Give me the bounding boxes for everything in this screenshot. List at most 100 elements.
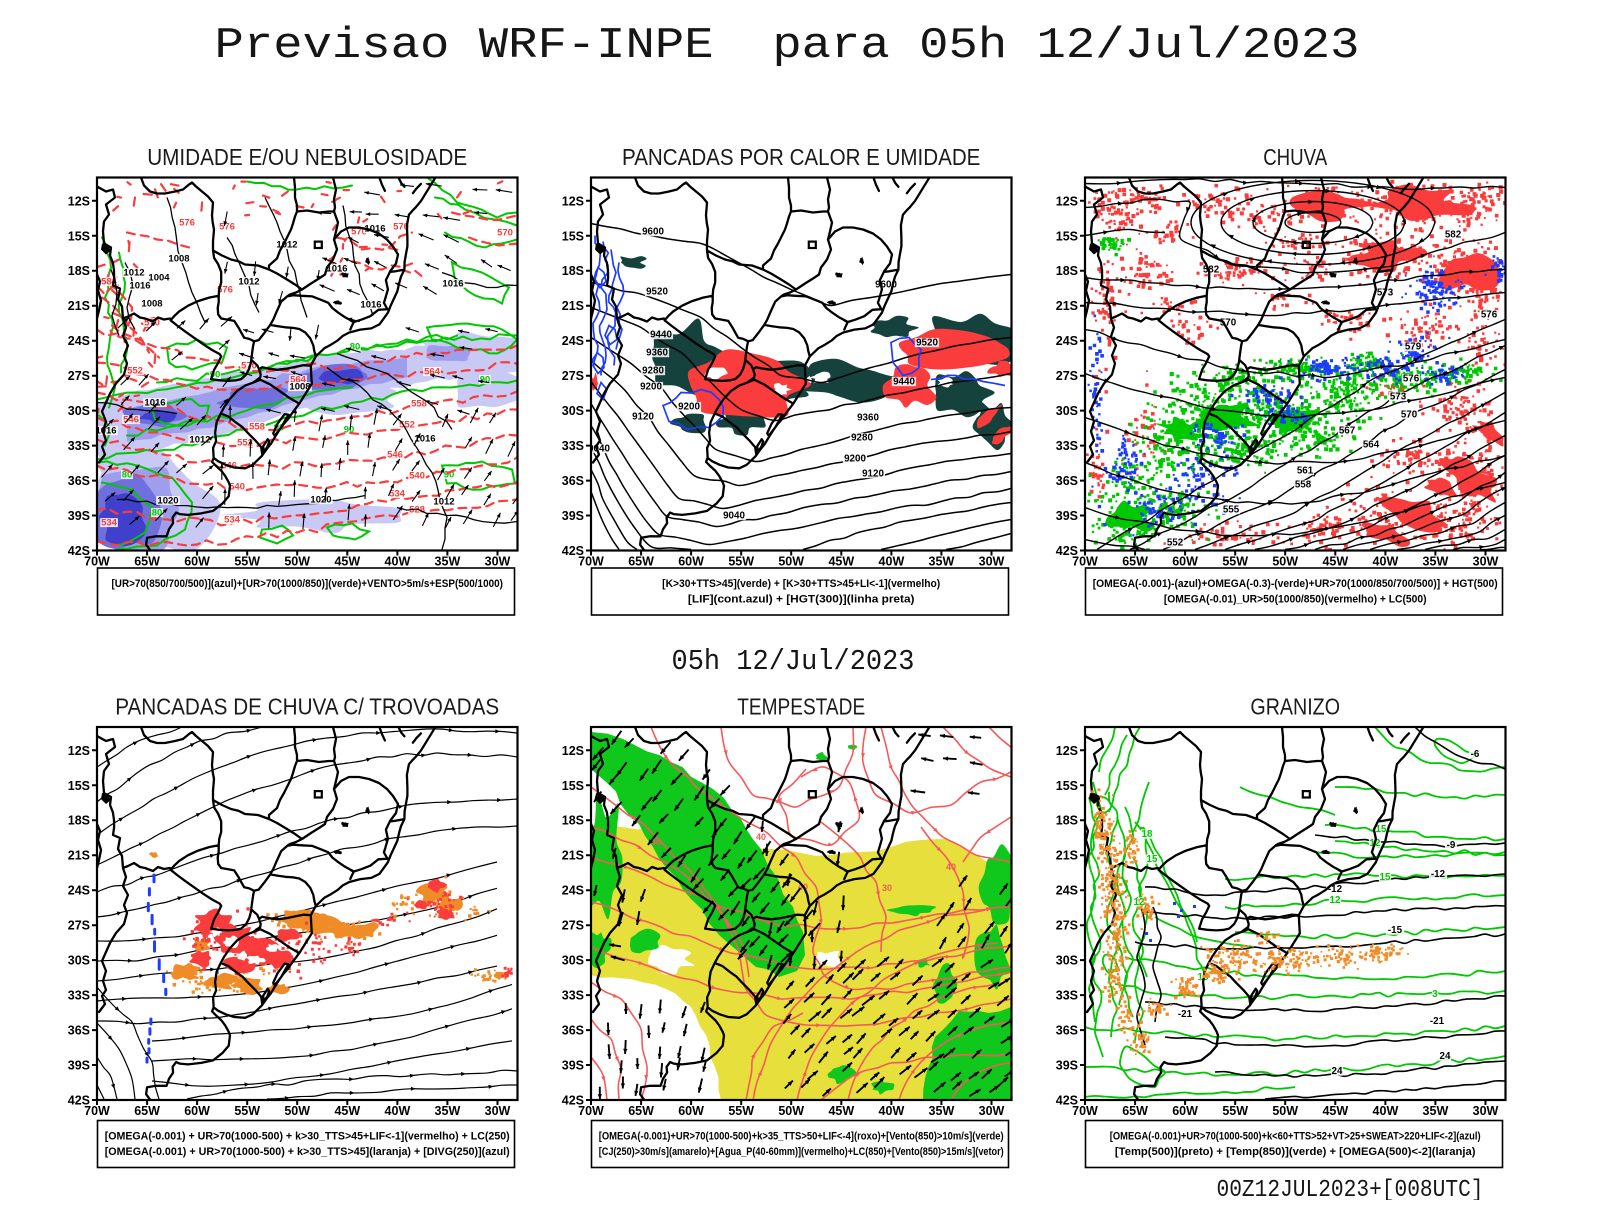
svg-text:TEMPESTADE: TEMPESTADE: [737, 694, 865, 720]
svg-text:567: 567: [1339, 426, 1356, 437]
svg-text:65W: 65W: [1122, 1104, 1148, 1118]
svg-text:36S: 36S: [68, 474, 90, 488]
svg-text:579: 579: [1405, 342, 1422, 353]
svg-text:9600: 9600: [642, 227, 664, 238]
svg-text:36S: 36S: [1056, 1024, 1078, 1038]
svg-text:[UR>70(850/700/500)](azul)+[UR: [UR>70(850/700/500)](azul)+[UR>70(1000/8…: [112, 578, 504, 590]
svg-text:UMIDADE E/OU NEBULOSIDADE: UMIDADE E/OU NEBULOSIDADE: [147, 144, 467, 170]
svg-text:[CJ(250)>30m/s](amarelo)+[Agua: [CJ(250)>30m/s](amarelo)+[Agua_P(40-60mm…: [599, 1146, 1004, 1158]
svg-text:50W: 50W: [284, 1104, 310, 1118]
svg-text:1016: 1016: [326, 264, 347, 275]
svg-text:1020: 1020: [310, 495, 331, 506]
svg-text:15: 15: [1376, 824, 1387, 835]
svg-text:1020: 1020: [157, 496, 178, 507]
svg-text:9520: 9520: [916, 338, 938, 349]
svg-text:552: 552: [237, 438, 253, 449]
svg-text:576: 576: [217, 285, 233, 296]
svg-text:45W: 45W: [1322, 1104, 1348, 1118]
svg-text:18S: 18S: [562, 264, 584, 278]
svg-text:576: 576: [1481, 310, 1498, 321]
svg-text:570: 570: [1401, 410, 1418, 421]
svg-text:30S: 30S: [1056, 954, 1078, 968]
svg-text:39S: 39S: [1056, 509, 1078, 523]
svg-text:30: 30: [882, 883, 892, 893]
svg-text:-6: -6: [1471, 749, 1480, 760]
svg-text:05h 12/Jul/2023: 05h 12/Jul/2023: [672, 645, 915, 678]
svg-text:9040: 9040: [588, 444, 610, 455]
svg-text:90: 90: [210, 370, 221, 381]
svg-text:9120: 9120: [862, 469, 884, 480]
svg-text:9440: 9440: [650, 330, 672, 341]
svg-text:12S: 12S: [562, 744, 584, 758]
svg-text:50W: 50W: [778, 1104, 804, 1118]
svg-text:1012: 1012: [123, 268, 144, 279]
svg-text:50W: 50W: [284, 555, 310, 569]
svg-text:552: 552: [1167, 538, 1184, 549]
svg-text:[OMEGA(-0.001)-(azul)+OMEGA(-0: [OMEGA(-0.001)-(azul)+OMEGA(-0.3)-(verde…: [1093, 578, 1498, 590]
svg-text:576: 576: [1403, 374, 1420, 385]
svg-text:534: 534: [101, 518, 118, 529]
svg-text:60W: 60W: [1172, 555, 1198, 569]
svg-text:27S: 27S: [562, 919, 584, 933]
svg-text:-15: -15: [1388, 925, 1403, 936]
svg-text:[OMEGA(-0.01)_UR>50(1000/850)(: [OMEGA(-0.01)_UR>50(1000/850)(vermelho) …: [1164, 594, 1427, 606]
svg-text:558: 558: [249, 422, 265, 433]
svg-text:12: 12: [1134, 897, 1145, 908]
svg-text:18S: 18S: [1056, 264, 1078, 278]
svg-text:564: 564: [1363, 440, 1380, 451]
svg-text:9120: 9120: [632, 412, 654, 423]
svg-text:15S: 15S: [68, 779, 90, 793]
svg-text:570: 570: [497, 228, 513, 239]
svg-text:[Temp(500)](preto) + [Temp(8: [Temp(500)](preto) + [Temp(850)](verde) …: [1115, 1146, 1476, 1158]
svg-text:33S: 33S: [562, 989, 584, 1003]
svg-text:1008: 1008: [168, 254, 189, 265]
svg-text:70W: 70W: [1072, 555, 1098, 569]
svg-text:90: 90: [480, 375, 491, 386]
svg-text:12S: 12S: [68, 744, 90, 758]
svg-text:9360: 9360: [646, 348, 668, 359]
svg-text:36S: 36S: [1056, 474, 1078, 488]
svg-text:55W: 55W: [234, 555, 260, 569]
svg-text:60W: 60W: [1172, 1104, 1198, 1118]
svg-text:30S: 30S: [1056, 404, 1078, 418]
svg-text:9280: 9280: [851, 433, 873, 444]
svg-text:35W: 35W: [929, 1104, 955, 1118]
svg-text:15S: 15S: [68, 229, 90, 243]
svg-text:80: 80: [350, 342, 361, 353]
svg-text:90: 90: [344, 425, 355, 436]
svg-text:40W: 40W: [385, 555, 411, 569]
svg-text:1012: 1012: [238, 277, 259, 288]
svg-text:18S: 18S: [68, 814, 90, 828]
svg-text:30W: 30W: [1473, 1104, 1499, 1118]
svg-text:33S: 33S: [562, 439, 584, 453]
svg-text:CHUVA: CHUVA: [1263, 144, 1328, 170]
svg-text:36S: 36S: [562, 474, 584, 488]
svg-text:15S: 15S: [562, 229, 584, 243]
svg-text:24S: 24S: [562, 884, 584, 898]
svg-text:1016: 1016: [360, 300, 381, 311]
svg-text:15S: 15S: [1056, 229, 1078, 243]
svg-text:528: 528: [409, 505, 425, 516]
svg-text:50W: 50W: [778, 555, 804, 569]
svg-text:555: 555: [1223, 505, 1240, 516]
svg-text:39S: 39S: [1056, 1059, 1078, 1073]
svg-text:21S: 21S: [562, 299, 584, 313]
svg-text:24S: 24S: [1056, 884, 1078, 898]
svg-text:582: 582: [1445, 230, 1462, 241]
svg-text:39S: 39S: [562, 1059, 584, 1073]
svg-text:21S: 21S: [68, 849, 90, 863]
svg-text:55W: 55W: [1222, 555, 1248, 569]
svg-text:12S: 12S: [68, 194, 90, 208]
svg-text:1012: 1012: [433, 497, 454, 508]
svg-text:45W: 45W: [828, 1104, 854, 1118]
svg-text:12S: 12S: [1056, 194, 1078, 208]
svg-text:27S: 27S: [68, 919, 90, 933]
svg-text:24: 24: [1440, 1051, 1451, 1062]
svg-text:70W: 70W: [84, 555, 110, 569]
svg-text:55W: 55W: [1222, 1104, 1248, 1118]
svg-text:18: 18: [1142, 829, 1153, 840]
svg-text:65W: 65W: [134, 1104, 160, 1118]
svg-text:42S: 42S: [562, 1094, 584, 1108]
svg-text:33S: 33S: [68, 989, 90, 1003]
svg-text:33S: 33S: [1056, 439, 1078, 453]
